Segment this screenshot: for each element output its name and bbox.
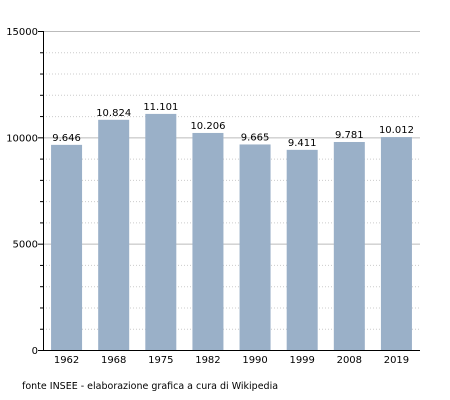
y-tick-label: 15000 [6, 27, 38, 38]
bar-1982 [192, 132, 224, 350]
x-tick-label-1982: 1982 [195, 355, 220, 366]
data-label-2019: 10.012 [379, 125, 414, 136]
bar-2008 [333, 141, 365, 350]
bar-1962 [51, 144, 83, 350]
bar-2019 [380, 137, 412, 350]
bar-1975 [145, 113, 177, 350]
x-tick-label-1990: 1990 [242, 355, 267, 366]
bar-1990 [239, 144, 271, 350]
bar-1968 [98, 119, 130, 350]
x-tick-label-1968: 1968 [101, 355, 126, 366]
x-tick-label-2008: 2008 [337, 355, 362, 366]
y-tick-label: 10000 [6, 133, 38, 144]
data-label-1968: 10.824 [96, 108, 131, 119]
x-tick-label-1975: 1975 [148, 355, 173, 366]
data-label-1975: 11.101 [143, 102, 178, 113]
data-label-2008: 9.781 [335, 130, 364, 141]
data-label-1990: 9.665 [241, 132, 270, 143]
data-label-1962: 9.646 [52, 133, 81, 144]
bar-1999 [286, 149, 318, 350]
x-tick-label-2019: 2019 [384, 355, 409, 366]
y-tick-label: 0 [32, 346, 38, 357]
source-note: fonte INSEE - elaborazione grafica a cur… [22, 381, 279, 392]
data-label-1982: 10.206 [190, 121, 225, 132]
y-tick-label: 5000 [13, 240, 38, 251]
x-tick-label-1962: 1962 [54, 355, 79, 366]
data-label-1999: 9.411 [288, 138, 317, 149]
x-tick-label-1999: 1999 [289, 355, 314, 366]
